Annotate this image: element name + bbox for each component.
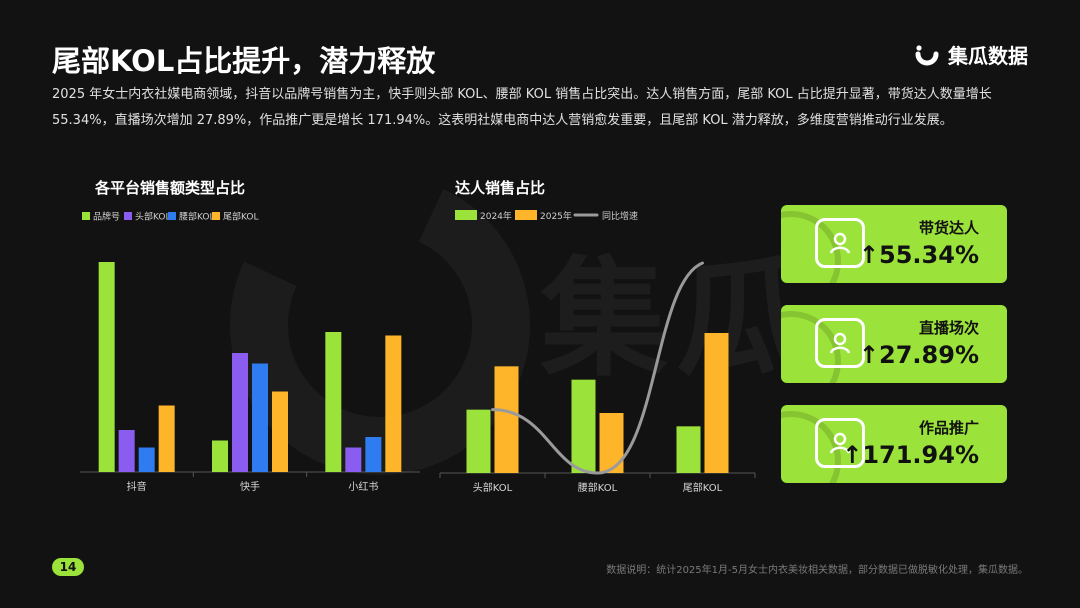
- bar-腰部KOL: [138, 447, 155, 472]
- brand-logo: 集瓜数据: [914, 40, 1028, 69]
- card-label: 直播场次: [918, 319, 979, 337]
- legend-label: 2025年: [540, 210, 572, 222]
- up-arrow-icon: ↑: [858, 241, 880, 269]
- bar-2024年: [571, 379, 596, 473]
- stat-card-daren: 带货达人 ↑55.34%: [781, 205, 1007, 283]
- x-tick-label: 抖音: [127, 480, 147, 493]
- page-title: 尾部KOL占比提升，潜力释放: [52, 44, 436, 78]
- legend-swatch: [124, 212, 132, 220]
- card-value: ↑55.34%: [858, 241, 979, 269]
- x-tick-label: 头部KOL: [473, 481, 513, 494]
- bar-尾部KOL: [385, 335, 402, 472]
- card-value: ↑27.89%: [858, 341, 979, 369]
- legend-swatch: [168, 212, 176, 220]
- chart1-title: 各平台销售额类型占比: [95, 179, 246, 197]
- line-同比增速: [491, 261, 704, 475]
- intro-paragraph: 2025 年女士内衣社媒电商领域，抖音以品牌号销售为主，快手则头部 KOL、腰部…: [52, 87, 992, 128]
- brand-logo-icon: [915, 44, 939, 65]
- bar-品牌号: [325, 332, 342, 472]
- chart2-title: 达人销售占比: [455, 179, 546, 197]
- card-label: 作品推广: [918, 419, 979, 437]
- x-tick-label: 尾部KOL: [683, 481, 723, 494]
- x-tick-label: 小红书: [348, 480, 378, 493]
- bar-2025年: [494, 366, 519, 473]
- x-tick-label: 快手: [240, 480, 260, 493]
- person-frame-icon: [815, 418, 865, 468]
- legend-label: 同比增速: [602, 210, 638, 222]
- card-value: ↑171.94%: [842, 441, 979, 469]
- bar-腰部KOL: [365, 437, 382, 472]
- legend-swatch: [515, 210, 537, 220]
- footnote: 数据说明：统计2025年1月-5月女士内衣美妆相关数据，部分数据已做脱敏化处理，…: [606, 565, 1028, 576]
- bar-尾部KOL: [158, 405, 175, 472]
- bar-腰部KOL: [252, 363, 268, 472]
- up-arrow-icon: ↑: [858, 341, 880, 369]
- bar-2024年: [676, 426, 701, 473]
- bar-品牌号: [212, 440, 228, 472]
- bar-头部KOL: [232, 353, 248, 472]
- person-frame-icon: [815, 218, 865, 268]
- legend-label: 腰部KOL: [179, 211, 215, 223]
- bar-2024年: [466, 409, 491, 473]
- brand-name: 集瓜数据: [948, 44, 1028, 68]
- bar-尾部KOL: [272, 391, 288, 472]
- legend-swatch: [82, 212, 90, 220]
- stat-card-live: 直播场次 ↑27.89%: [781, 305, 1007, 383]
- x-tick-label: 腰部KOL: [578, 481, 618, 494]
- legend-swatch: [212, 212, 220, 220]
- bar-2025年: [704, 333, 729, 473]
- platform-sales-chart: 品牌号 头部KOL 腰部KOL 尾部KOL 抖音 快手 小红书: [80, 211, 420, 493]
- legend-label: 2024年: [480, 210, 512, 222]
- up-arrow-icon: ↑: [842, 441, 863, 469]
- person-frame-icon: [815, 318, 865, 368]
- legend-label: 品牌号: [93, 211, 120, 223]
- stat-card-works: 作品推广 ↑171.94%: [781, 405, 1007, 483]
- card-label: 带货达人: [918, 219, 979, 237]
- watermark-text: 集瓜: [540, 245, 813, 394]
- legend-swatch: [455, 210, 477, 220]
- legend-label: 尾部KOL: [223, 211, 259, 223]
- legend-label: 头部KOL: [135, 211, 171, 223]
- bar-头部KOL: [345, 447, 362, 472]
- bar-头部KOL: [118, 430, 135, 472]
- page-number: 14: [52, 558, 84, 576]
- bar-品牌号: [98, 262, 115, 472]
